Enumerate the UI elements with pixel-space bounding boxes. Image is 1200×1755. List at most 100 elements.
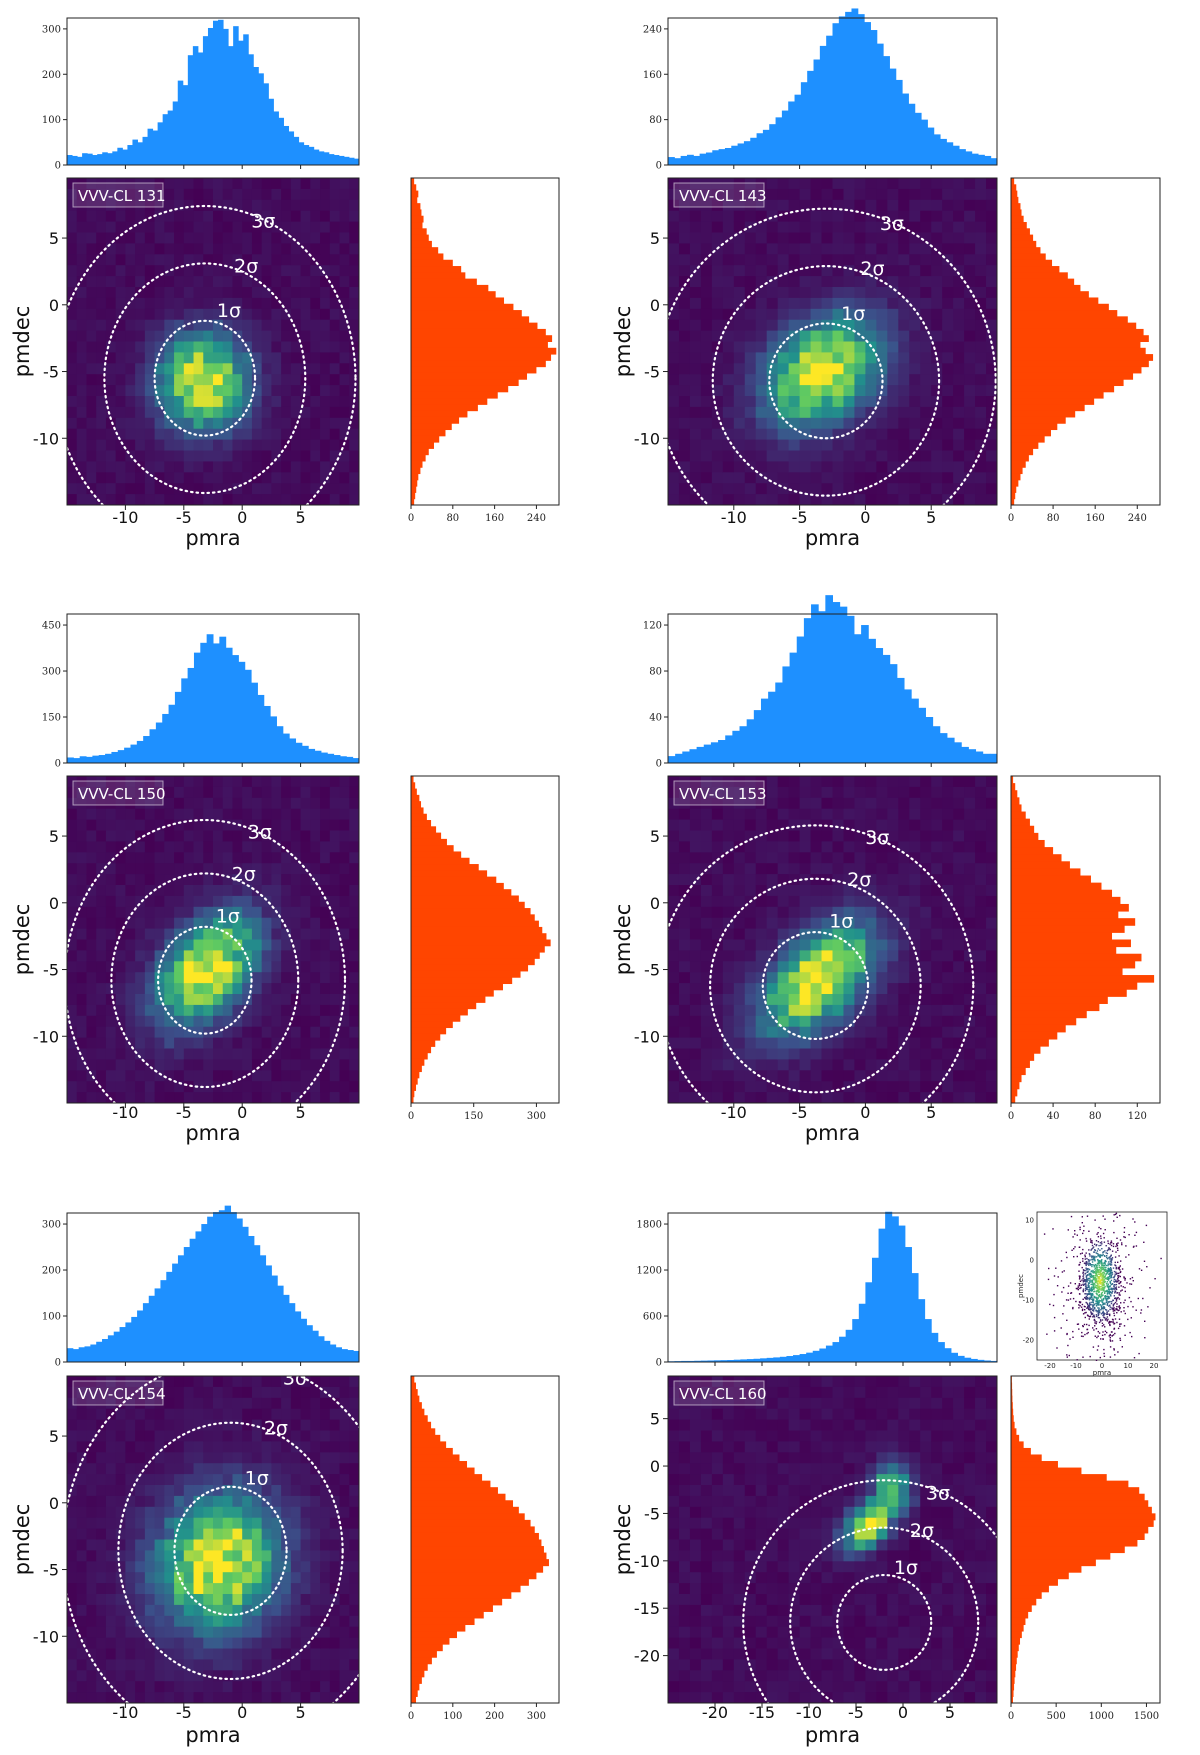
heatmap-cell xyxy=(310,819,321,832)
heatmap-cell xyxy=(711,1081,724,1093)
heatmap-cell xyxy=(329,428,341,441)
heatmap-cell xyxy=(887,287,899,299)
heatmap-cell xyxy=(876,254,888,266)
heatmap-cell xyxy=(722,439,735,452)
heatmap-cell xyxy=(898,494,910,505)
heatmap-cell xyxy=(271,265,282,277)
heatmap-cell xyxy=(183,895,195,908)
heatmap-cell xyxy=(755,1004,768,1017)
heatmap-cell xyxy=(125,243,136,255)
heatmap-cell xyxy=(843,396,856,408)
heatmap-cell xyxy=(144,352,156,364)
heatmap-cell xyxy=(668,1004,680,1017)
heatmap-cell xyxy=(125,972,136,984)
heatmap-cell xyxy=(96,341,107,353)
top-hist-bar xyxy=(328,154,335,165)
heatmap-cell xyxy=(920,1059,932,1071)
heatmap-cell xyxy=(271,917,282,930)
top-hist-bar xyxy=(982,753,991,763)
heatmap-cell xyxy=(261,1604,272,1617)
heatmap-cell xyxy=(290,776,302,788)
heatmap-cell xyxy=(876,950,888,962)
heatmap-cell xyxy=(909,308,921,321)
right-hist-bar xyxy=(1011,316,1128,324)
heatmap-cell xyxy=(755,808,768,821)
heatmap-cell xyxy=(300,330,311,343)
heatmap-cell xyxy=(777,808,790,821)
heatmap-cell xyxy=(290,1092,302,1103)
heatmap-cell xyxy=(76,983,88,995)
heatmap-cell xyxy=(349,994,359,1006)
heatmap-cell xyxy=(86,1463,97,1475)
heatmap-cell xyxy=(135,1070,146,1082)
heatmap-cell xyxy=(271,1081,282,1093)
heatmap-cell xyxy=(942,330,954,343)
heatmap-cell xyxy=(164,786,175,799)
heatmap-cell xyxy=(898,885,910,897)
heatmap-cell xyxy=(232,1463,243,1475)
right-hist-x-tick-label: 0 xyxy=(408,513,414,524)
heatmap-cell xyxy=(261,1026,272,1039)
heatmap-cell xyxy=(678,221,691,234)
sigma-label-1: 1σ xyxy=(216,905,240,927)
heatmap-cell xyxy=(271,1474,282,1486)
heatmap-cell xyxy=(281,1397,292,1410)
heatmap-cell xyxy=(876,1037,888,1050)
heatmap-cell xyxy=(115,1615,126,1628)
heatmap-cell xyxy=(154,1386,165,1399)
heatmap-cell xyxy=(777,483,790,495)
heatmap-cell xyxy=(154,254,165,266)
heatmap-cell xyxy=(300,961,311,973)
heatmap-cell xyxy=(711,330,724,343)
heatmap-cell xyxy=(300,1092,311,1103)
heatmap-cell xyxy=(310,210,321,223)
heatmap-cell xyxy=(832,417,845,430)
heatmap-cell xyxy=(700,906,713,919)
heatmap-cell xyxy=(86,917,97,930)
heatmap-cell xyxy=(700,819,713,832)
top-hist-bar xyxy=(339,756,347,763)
heatmap-cell xyxy=(777,265,790,277)
heatmap-cell xyxy=(261,863,272,875)
heatmap-cell xyxy=(144,1692,156,1703)
heatmap-cell xyxy=(115,1092,126,1103)
heatmap-cell xyxy=(964,906,976,919)
heatmap-cell xyxy=(320,178,331,190)
heatmap-cell xyxy=(865,450,877,462)
heatmap-cell xyxy=(722,797,735,810)
heatmap-cell xyxy=(953,199,965,212)
heatmap-cell xyxy=(689,199,702,212)
heatmap-cell xyxy=(251,363,263,375)
heatmap-cell xyxy=(964,417,976,430)
heatmap-cell xyxy=(86,308,97,321)
heatmap-cell xyxy=(668,352,680,364)
heatmap-cell xyxy=(887,776,899,788)
heatmap-cell xyxy=(232,450,243,462)
heatmap-cell xyxy=(154,428,165,441)
heatmap-cell xyxy=(232,363,243,375)
top-hist-bar xyxy=(762,129,770,165)
right-hist-x-tick-label: 0 xyxy=(1008,1111,1014,1122)
heatmap-cell xyxy=(144,188,156,201)
heatmap-cell xyxy=(722,330,735,343)
heatmap-cell xyxy=(213,1004,224,1017)
heatmap-cell xyxy=(931,450,943,462)
sigma-circle-2 xyxy=(110,872,300,1089)
heatmap-cell xyxy=(76,287,88,299)
heatmap-cell xyxy=(174,950,185,962)
heatmap-cell xyxy=(755,319,768,332)
heatmap-cell xyxy=(942,178,954,190)
heatmap-cell xyxy=(865,808,877,821)
heatmap-cell xyxy=(105,776,117,788)
heatmap-cell xyxy=(67,939,78,951)
top-hist-bar xyxy=(693,155,701,165)
heatmap-cell xyxy=(96,1594,107,1606)
heatmap-cell xyxy=(678,243,691,255)
heatmap-cell xyxy=(222,352,234,364)
heatmap-cell xyxy=(898,265,910,277)
heatmap-cell xyxy=(339,906,350,919)
heatmap-cell xyxy=(96,1026,107,1039)
heatmap-cell xyxy=(810,363,823,375)
heatmap-cell xyxy=(193,939,204,951)
heatmap-cell xyxy=(135,1681,146,1693)
